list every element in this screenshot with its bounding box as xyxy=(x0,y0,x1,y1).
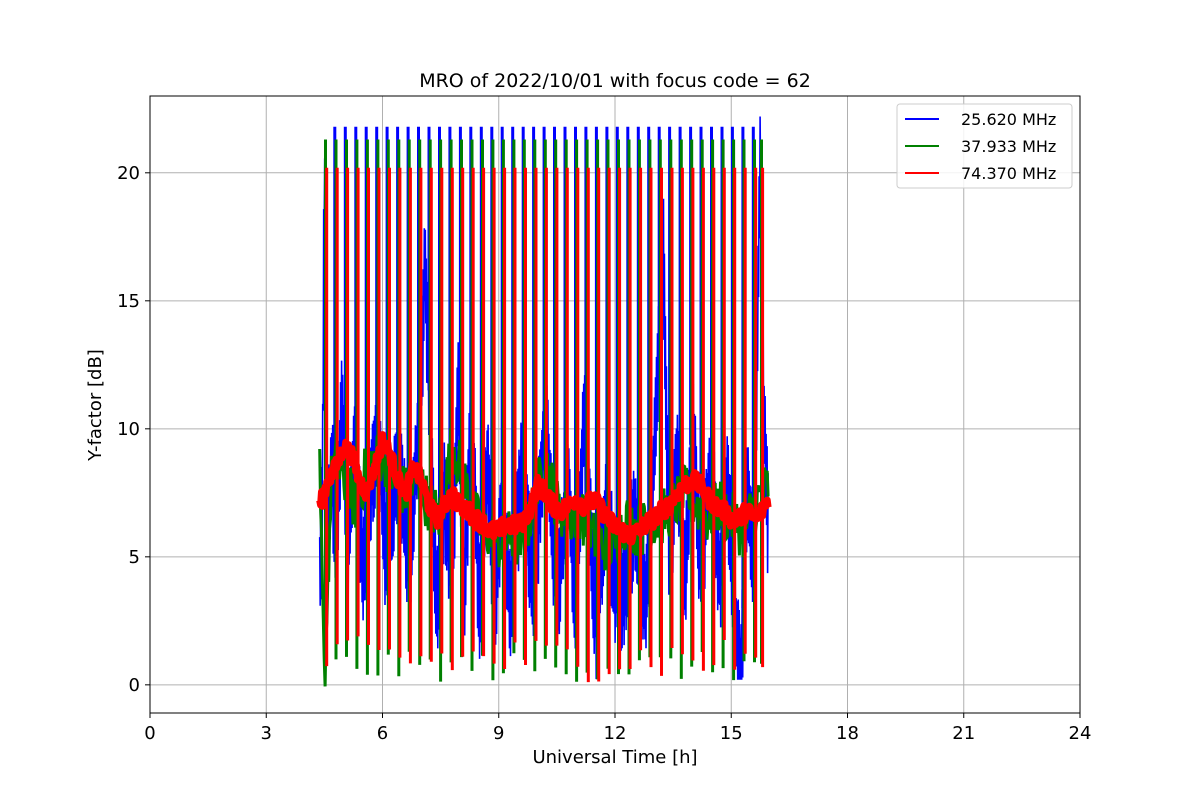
series-spikes-74-370 xyxy=(325,167,765,683)
x-tick-label: 3 xyxy=(261,723,272,744)
plot-area xyxy=(316,116,772,687)
x-tick-label: 24 xyxy=(1069,723,1092,744)
x-tick-label: 0 xyxy=(144,723,155,744)
ticks: 0 3 6 9 12 15 18 21 24 0 5 10 15 20 xyxy=(117,163,1091,744)
legend-label: 37.933 MHz xyxy=(961,137,1056,156)
x-tick-label: 12 xyxy=(604,723,627,744)
x-tick-label: 9 xyxy=(493,723,504,744)
legend-label: 25.620 MHz xyxy=(961,110,1056,129)
legend-frame xyxy=(896,103,1073,189)
legend-label: 74.370 MHz xyxy=(961,164,1056,183)
legend: 25.620 MHz 37.933 MHz 74.370 MHz xyxy=(896,103,1073,189)
x-tick-label: 18 xyxy=(836,723,859,744)
y-tick-label: 10 xyxy=(117,419,140,440)
x-tick-label: 6 xyxy=(377,723,388,744)
x-axis-label: Universal Time [h] xyxy=(532,747,697,768)
y-tick-label: 20 xyxy=(117,163,140,184)
y-tick-label: 0 xyxy=(129,675,140,696)
y-axis-label: Y-factor [dB] xyxy=(85,349,106,462)
series-line-74-370 xyxy=(316,431,772,546)
x-tick-label: 21 xyxy=(952,723,975,744)
chart-title: MRO of 2022/10/01 with focus code = 62 xyxy=(419,70,811,92)
x-tick-label: 15 xyxy=(720,723,743,744)
y-tick-label: 15 xyxy=(117,291,140,312)
y-tick-label: 5 xyxy=(129,547,140,568)
